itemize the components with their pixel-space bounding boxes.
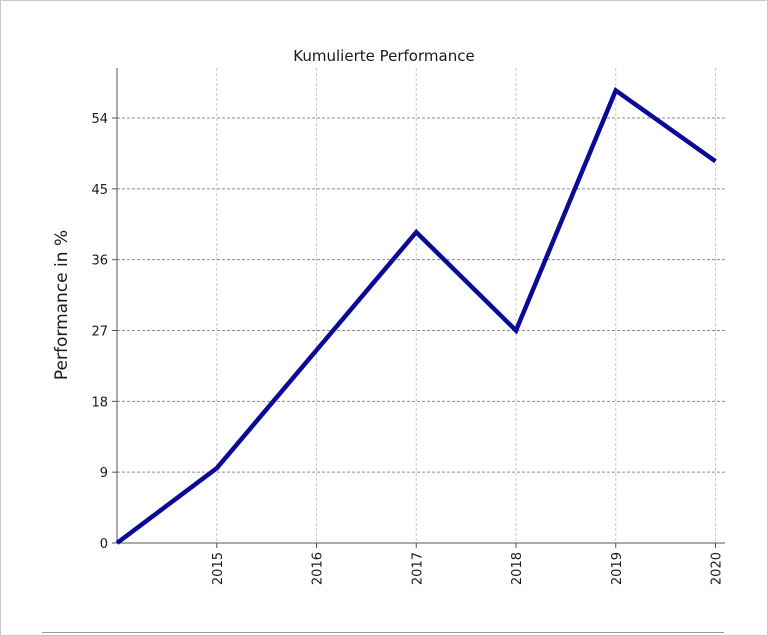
x-tick-label: 2015 (211, 552, 226, 585)
series-group (115, 87, 717, 545)
y-tick-label: 27 (91, 325, 108, 340)
axes (112, 68, 725, 548)
bottom-divider (42, 632, 724, 633)
y-tick-label: 36 (91, 254, 108, 269)
x-tick-label: 2016 (311, 552, 326, 585)
y-tick-labels: 0 9 18 27 36 45 54 (91, 112, 108, 552)
y-tick-label: 0 (100, 537, 108, 552)
grid-lines (117, 68, 725, 543)
x-tick-label: 2017 (410, 552, 425, 585)
chart-title: Kumulierte Performance (293, 47, 474, 65)
x-tick-labels: 2015 2016 2017 2018 2019 2020 (211, 552, 725, 585)
y-tick-label: 54 (91, 112, 108, 127)
y-axis-label: Performance in % (52, 230, 72, 380)
x-tick-label: 2020 (710, 552, 725, 585)
y-tick-label: 45 (91, 183, 108, 198)
x-tick-label: 2018 (510, 552, 525, 585)
y-tick-label: 18 (91, 395, 108, 410)
y-tick-label: 9 (100, 466, 108, 481)
x-tick-label: 2019 (610, 552, 625, 585)
